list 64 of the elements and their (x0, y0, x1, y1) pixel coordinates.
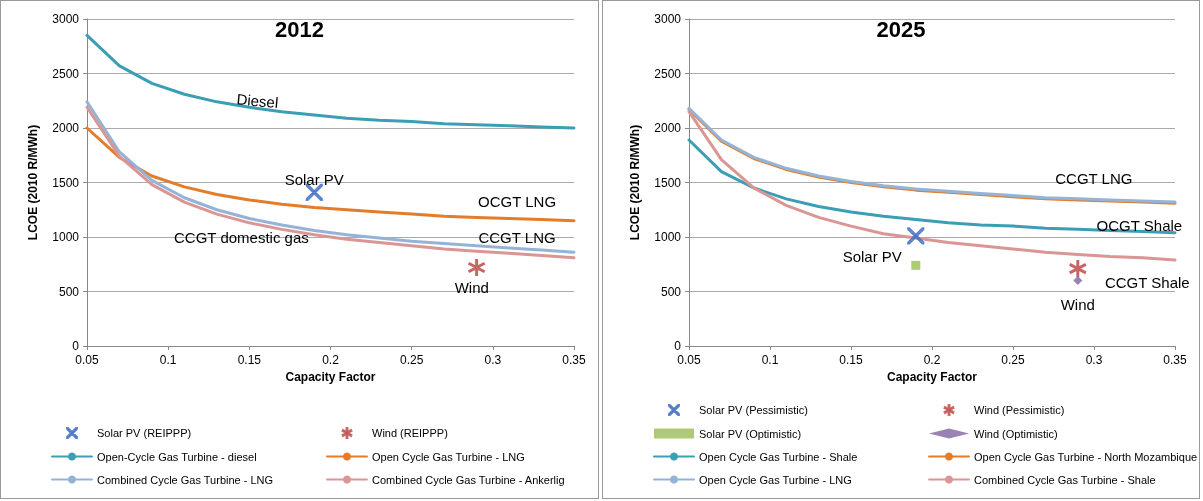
legend-label: Open Cycle Gas Turbine - LNG (372, 450, 525, 463)
y-tick-label: 0 (72, 339, 80, 353)
x-tick-label: 0.05 (677, 353, 701, 367)
annotation: OCGT Shale (1096, 216, 1183, 234)
y-axis-title: LCOE (2010 R/MWh) (26, 124, 40, 241)
y-tick-label: 2000 (654, 121, 682, 135)
y-tick-label: 0 (674, 339, 682, 353)
legend-label: Solar PV (Optimistic) (699, 427, 802, 440)
annotation: Solar PV (842, 248, 902, 266)
x-axis-title: Capacity Factor (285, 369, 376, 384)
annotation: OCGT LNG (477, 192, 557, 210)
legend-label: Open Cycle Gas Turbine - Shale (699, 450, 858, 463)
x-axis-title: Capacity Factor (886, 369, 978, 384)
x-tick-label: 0.1 (159, 353, 177, 367)
annotation: Diesel (235, 90, 279, 112)
annotation: CCGT LNG (1055, 169, 1133, 187)
point (911, 260, 921, 270)
legend-label: Solar PV (Pessimistic) (699, 404, 808, 416)
annotation: CCGT domestic gas (174, 228, 309, 246)
y-axis-title: LCOE (2010 R/MWh) (628, 124, 642, 241)
chart-title: 2025 (876, 16, 926, 42)
y-tick-label: 1500 (654, 175, 682, 190)
legend-label: Open-Cycle Gas Turbine - diesel (97, 450, 257, 463)
legend-label: Combined Cycle Gas Turbine - Shale (974, 473, 1156, 486)
x-tick-label: 0.1 (761, 353, 779, 367)
y-tick-label: 2500 (654, 66, 682, 81)
legend-label: Open Cycle Gas Turbine - LNG (699, 473, 852, 486)
y-tick-label: 500 (660, 284, 682, 299)
annotation: Wind (1060, 295, 1095, 313)
legend-label: Wind (REIPPP) (372, 427, 448, 439)
point (907, 227, 925, 245)
x-tick-label: 0.3 (484, 353, 502, 367)
annotation: Wind (454, 278, 489, 296)
x-tick-label: 0.35 (1163, 353, 1187, 367)
x-tick-label: 0.15 (237, 353, 262, 367)
point (1073, 276, 1083, 286)
x-tick-label: 0.15 (839, 353, 863, 367)
line-series (85, 126, 576, 223)
x-tick-label: 0.3 (1085, 353, 1103, 367)
legend-label: Wind (Optimistic) (974, 427, 1058, 440)
x-tick-label: 0.2 (322, 353, 340, 367)
legend-label: Solar PV (REIPPP) (97, 427, 192, 439)
annotation: Solar PV (284, 170, 344, 188)
y-tick-label: 1000 (654, 230, 682, 244)
legend-label: Combined Cycle Gas Turbine - LNG (97, 473, 274, 486)
y-tick-label: 1000 (52, 230, 80, 244)
chart-title: 2012 (275, 16, 324, 42)
annotation: CCGT Shale (1104, 274, 1190, 292)
y-tick-label: 3000 (654, 12, 682, 26)
y-tick-label: 2500 (52, 66, 80, 81)
y-tick-label: 3000 (52, 12, 80, 26)
y-tick-label: 500 (58, 284, 80, 299)
x-tick-label: 0.25 (399, 353, 424, 367)
x-tick-label: 0.35 (562, 353, 586, 367)
y-tick-label: 1500 (52, 175, 80, 190)
annotation: CCGT LNG (478, 228, 556, 246)
x-tick-label: 0.25 (1001, 353, 1025, 367)
legend-label: Open Cycle Gas Turbine - North Mozambique (974, 450, 1198, 463)
point (1069, 260, 1087, 278)
x-tick-label: 0.05 (75, 353, 99, 367)
legend-label: Wind (Pessimistic) (974, 404, 1065, 416)
y-tick-label: 2000 (52, 121, 80, 135)
x-tick-label: 0.2 (923, 353, 941, 367)
legend-label: Combined Cycle Gas Turbine - Ankerlig (372, 473, 565, 486)
